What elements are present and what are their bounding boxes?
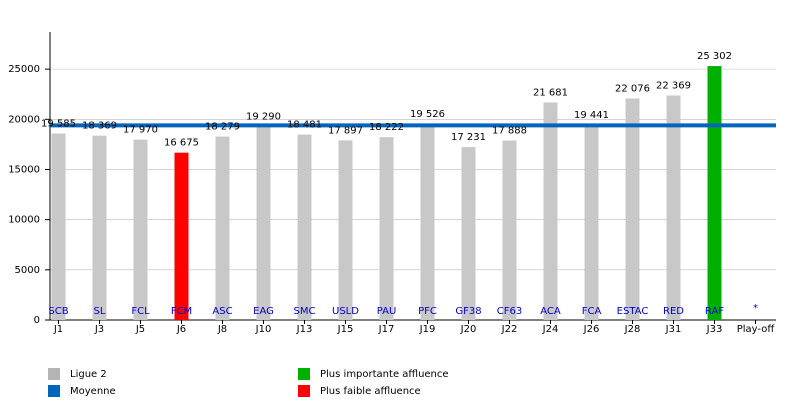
bar	[92, 135, 107, 320]
team-label: FCA	[582, 306, 602, 317]
bar	[625, 98, 640, 321]
team-label: SL	[94, 306, 106, 317]
bar	[256, 126, 271, 320]
x-tick-label: J15	[337, 324, 354, 335]
value-label: 18 369	[82, 121, 117, 132]
bar	[379, 137, 394, 320]
team-label: SCB	[48, 306, 68, 317]
team-label: CF63	[497, 306, 522, 317]
x-tick-label: J22	[501, 324, 518, 335]
value-label: 19 585	[41, 119, 76, 130]
legend-label: Plus importante affluence	[320, 369, 449, 380]
value-label: 16 675	[164, 138, 199, 149]
legend-swatch	[298, 368, 310, 380]
value-label: 18 222	[369, 122, 404, 133]
x-tick-label: J10	[255, 324, 272, 335]
x-tick-label: J17	[378, 324, 395, 335]
team-label: FCL	[131, 306, 150, 317]
y-tick-label: 5000	[15, 265, 40, 276]
team-label: *	[753, 303, 758, 314]
y-tick-label: 20000	[8, 114, 40, 125]
team-label: ESTAC	[617, 306, 649, 317]
legend-label: Plus faible affluence	[320, 386, 421, 397]
team-label: GF38	[455, 306, 481, 317]
team-label: ASC	[212, 306, 232, 317]
team-label: PAU	[377, 306, 397, 317]
value-label: 19 290	[246, 111, 281, 122]
x-tick-label: J1	[53, 324, 63, 335]
x-tick-label: J3	[94, 324, 104, 335]
team-label: PFC	[418, 306, 437, 317]
x-tick-label: J24	[542, 324, 559, 335]
legend-label: Moyenne	[70, 386, 116, 397]
bar	[502, 140, 517, 320]
value-label: 18 279	[205, 122, 240, 133]
x-tick-label: J26	[583, 324, 600, 335]
legend-swatch	[48, 385, 60, 397]
team-label: FCM	[171, 306, 192, 317]
bar	[174, 152, 189, 320]
team-label: RAF	[705, 306, 724, 317]
value-label: 22 369	[656, 81, 691, 92]
bar	[420, 124, 435, 320]
x-tick-label: J8	[217, 324, 227, 335]
team-label: EAG	[253, 306, 274, 317]
x-tick-label: Play-off	[737, 324, 776, 335]
value-label: 25 302	[697, 51, 732, 62]
bar	[584, 124, 599, 320]
x-tick-label: J20	[460, 324, 477, 335]
y-tick-label: 10000	[8, 215, 40, 226]
y-tick-label: 0	[34, 315, 40, 326]
bar	[707, 66, 722, 321]
value-label: 19 441	[574, 110, 609, 121]
value-label: 17 970	[123, 125, 158, 136]
x-tick-label: J5	[135, 324, 145, 335]
y-tick-label: 25000	[8, 64, 40, 75]
bar	[338, 140, 353, 320]
x-tick-label: J33	[706, 324, 723, 335]
bar	[543, 102, 558, 320]
bar	[297, 134, 312, 320]
bar	[666, 95, 681, 320]
team-label: ACA	[540, 306, 561, 317]
value-label: 19 526	[410, 109, 445, 120]
y-tick-label: 15000	[8, 164, 40, 175]
team-label: RED	[663, 306, 684, 317]
x-tick-label: J6	[176, 324, 186, 335]
value-label: 22 076	[615, 83, 650, 94]
x-tick-label: J19	[419, 324, 436, 335]
legend-swatch	[48, 368, 60, 380]
value-label: 17 897	[328, 125, 363, 136]
x-tick-label: J31	[665, 324, 682, 335]
team-label: USLD	[332, 306, 359, 317]
value-label: 18 481	[287, 120, 322, 131]
value-label: 17 888	[492, 125, 527, 136]
value-label: 17 231	[451, 132, 486, 143]
bar	[133, 139, 148, 320]
x-tick-label: J28	[624, 324, 641, 335]
legend-label: Ligue 2	[70, 369, 107, 380]
bar	[51, 133, 66, 320]
legend-swatch	[298, 385, 310, 397]
team-label: SMC	[294, 306, 316, 317]
bar	[215, 136, 230, 320]
x-tick-label: J13	[296, 324, 313, 335]
bar	[461, 147, 476, 320]
value-label: 21 681	[533, 87, 568, 98]
